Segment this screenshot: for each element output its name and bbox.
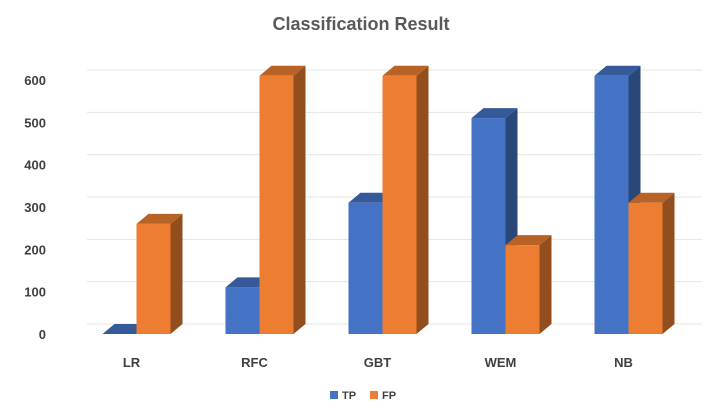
bar-tp-wem [471, 108, 518, 334]
y-tick-label: 200 [24, 242, 46, 257]
x-tick-label: LR [123, 355, 141, 370]
bars [102, 65, 675, 335]
x-axis: LR RFC GBT WEM NB [123, 355, 633, 370]
legend-label: FP [382, 390, 396, 402]
bar-tp-nb [594, 65, 641, 335]
y-axis: 0 100 200 300 400 500 600 [24, 73, 46, 342]
legend-item-tp: TP [330, 390, 356, 402]
bar-fp-lr [136, 213, 183, 334]
chart-title: Classification Result [272, 14, 449, 34]
legend: TP FP [330, 390, 396, 402]
x-tick-label: RFC [241, 355, 268, 370]
legend-swatch [330, 391, 338, 399]
legend-swatch [370, 391, 378, 399]
legend-item-fp: FP [370, 390, 396, 402]
y-tick-label: 500 [24, 115, 46, 130]
bar-fp-gbt [382, 65, 429, 335]
x-tick-label: WEM [485, 355, 517, 370]
x-tick-label: GBT [364, 355, 392, 370]
bar-fp-wem [505, 235, 552, 334]
y-tick-label: 300 [24, 200, 46, 215]
y-tick-label: 600 [24, 73, 46, 88]
y-tick-label: 100 [24, 285, 46, 300]
y-tick-label: 0 [39, 327, 46, 342]
y-tick-label: 400 [24, 158, 46, 173]
legend-label: TP [342, 390, 356, 402]
bar-fp-rfc [259, 65, 306, 335]
x-tick-label: NB [614, 355, 633, 370]
bar-fp-nb [628, 192, 675, 334]
